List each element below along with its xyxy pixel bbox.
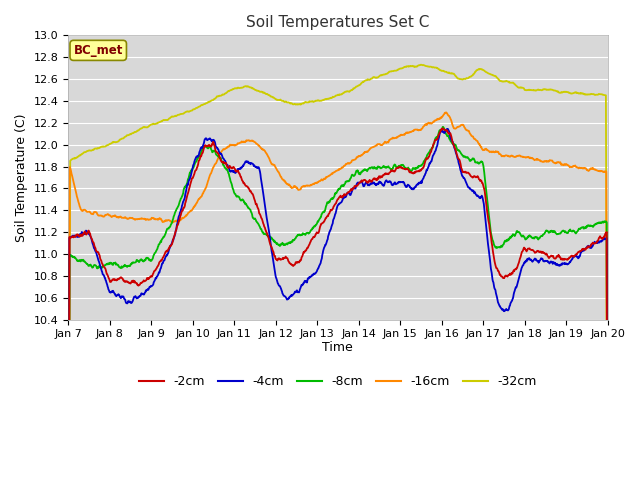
Legend: -2cm, -4cm, -8cm, -16cm, -32cm: -2cm, -4cm, -8cm, -16cm, -32cm bbox=[134, 370, 542, 393]
Y-axis label: Soil Temperature (C): Soil Temperature (C) bbox=[15, 113, 28, 242]
X-axis label: Time: Time bbox=[323, 341, 353, 354]
Title: Soil Temperatures Set C: Soil Temperatures Set C bbox=[246, 15, 429, 30]
Text: BC_met: BC_met bbox=[74, 44, 123, 57]
